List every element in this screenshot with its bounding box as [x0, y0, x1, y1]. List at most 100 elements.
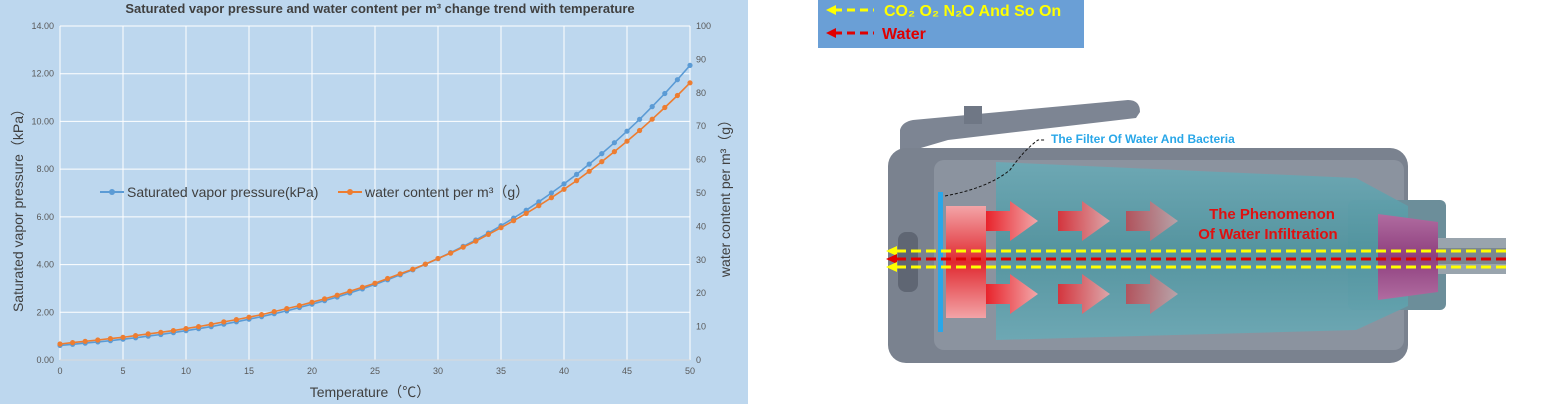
y-axis-left-label: Saturated vapor pressure（kPa）	[10, 102, 26, 312]
data-point-water	[57, 341, 63, 347]
gas-legend-arrowhead	[826, 5, 836, 15]
data-point-water	[359, 284, 365, 290]
water-arrow-top-3	[1126, 201, 1178, 241]
y-right-tick-label: 70	[696, 121, 706, 131]
data-point-water	[637, 127, 643, 134]
y-right-tick-label: 90	[696, 54, 706, 64]
data-point-vapor	[662, 90, 668, 97]
line-chart: Saturated vapor pressure and water conte…	[10, 1, 733, 400]
data-point-water	[158, 329, 164, 335]
data-point-vapor	[586, 161, 592, 167]
x-tick-label: 25	[370, 366, 380, 376]
data-point-water	[145, 331, 151, 337]
data-point-vapor	[599, 151, 605, 157]
y-right-tick-label: 20	[696, 288, 706, 298]
data-point-water	[120, 334, 126, 340]
water-arrow-bottom-2	[1058, 274, 1110, 314]
data-point-water	[196, 324, 202, 330]
x-tick-label: 10	[181, 366, 191, 376]
legend-entry-vapor: Saturated vapor pressure(kPa)	[127, 184, 318, 200]
data-point-water	[284, 306, 290, 312]
x-tick-label: 40	[559, 366, 569, 376]
x-tick-label: 50	[685, 366, 695, 376]
y-left-tick-label: 4.00	[36, 260, 54, 270]
y-axis-right-label: water content per m³（g）	[717, 113, 733, 278]
data-point-water	[221, 319, 227, 325]
legend-marker-dot-water	[347, 189, 353, 195]
y-right-tick-label: 60	[696, 155, 706, 165]
water-legend-text: Water	[882, 26, 926, 43]
data-point-water	[233, 317, 239, 323]
water-flow-arrowhead	[886, 254, 897, 264]
y-left-tick-label: 8.00	[36, 164, 54, 174]
gas-flow-arrowhead-2	[886, 262, 897, 272]
data-point-vapor	[649, 104, 655, 110]
y-left-tick-label: 10.00	[31, 116, 54, 126]
axis-layer: 0 5 10 15 20 25 30 35 40 45 50 0.00 2.00 4.00 6.00 8.00…	[31, 21, 711, 376]
clip-arm	[900, 100, 1140, 162]
filter-membrane	[938, 192, 943, 332]
filter-leader-line	[944, 139, 1046, 197]
data-point-water	[473, 238, 479, 244]
data-point-water	[183, 326, 189, 332]
data-point-water	[259, 312, 265, 318]
data-point-water	[334, 292, 340, 298]
data-point-water	[485, 231, 491, 237]
y-right-tick-label: 50	[696, 188, 706, 198]
data-point-water	[498, 225, 504, 231]
data-point-water	[70, 340, 76, 346]
filter-diagram: CO₂ O₂ N₂O And So On Water The Filter Of…	[818, 0, 1506, 363]
x-tick-label: 5	[120, 366, 125, 376]
x-tick-label: 15	[244, 366, 254, 376]
data-point-water	[385, 275, 391, 282]
data-point-water	[133, 333, 139, 339]
y-right-tick-label: 0	[696, 355, 701, 365]
water-arrow-bottom-1	[986, 274, 1038, 314]
data-point-water	[561, 186, 567, 192]
data-point-vapor	[624, 128, 630, 134]
x-tick-label: 35	[496, 366, 506, 376]
data-point-water	[95, 337, 101, 343]
data-point-water	[246, 314, 252, 320]
x-axis-label: Temperature（℃）	[310, 384, 431, 400]
data-point-water	[296, 303, 302, 309]
data-point-vapor	[611, 140, 618, 146]
y-left-tick-label: 12.00	[31, 69, 54, 79]
y-right-tick-label: 10	[696, 322, 706, 332]
x-tick-label: 20	[307, 366, 317, 376]
water-arrow-top-1	[986, 201, 1038, 241]
data-point-water	[574, 178, 580, 184]
gas-flow-arrowhead-1	[886, 246, 897, 256]
data-point-water	[309, 299, 315, 305]
data-point-water	[372, 280, 378, 286]
y-right-tick-label: 80	[696, 88, 706, 98]
data-point-water	[586, 168, 592, 174]
data-point-water	[271, 309, 277, 315]
diagram-legend: CO₂ O₂ N₂O And So On Water	[818, 0, 1084, 48]
data-point-water	[674, 92, 681, 99]
data-point-water	[322, 296, 328, 302]
clip-tab	[964, 106, 982, 124]
y-left-tick-label: 6.00	[36, 212, 54, 222]
x-tick-label: 30	[433, 366, 443, 376]
data-point-water	[611, 149, 618, 155]
data-point-water	[687, 80, 693, 86]
x-tick-label: 45	[622, 366, 632, 376]
data-point-water	[548, 195, 555, 201]
data-point-water	[599, 159, 605, 165]
water-arrow-bottom-3	[1126, 274, 1178, 314]
x-tick-label: 0	[57, 366, 62, 376]
infiltration-arrows	[986, 201, 1178, 314]
chart-legend: Saturated vapor pressure(kPa) water cont…	[100, 184, 529, 200]
data-point-water	[448, 250, 454, 256]
data-point-water	[397, 271, 403, 277]
y-left-tick-label: 0.00	[36, 355, 54, 365]
y-left-tick-label: 2.00	[36, 307, 54, 317]
housing-side-slot	[898, 232, 918, 292]
data-point-vapor	[561, 181, 567, 187]
chart-title: Saturated vapor pressure and water conte…	[125, 1, 634, 16]
data-point-vapor	[574, 171, 580, 177]
flow-lines	[886, 246, 1506, 272]
data-point-water	[347, 288, 353, 294]
y-right-tick-label: 30	[696, 255, 706, 265]
